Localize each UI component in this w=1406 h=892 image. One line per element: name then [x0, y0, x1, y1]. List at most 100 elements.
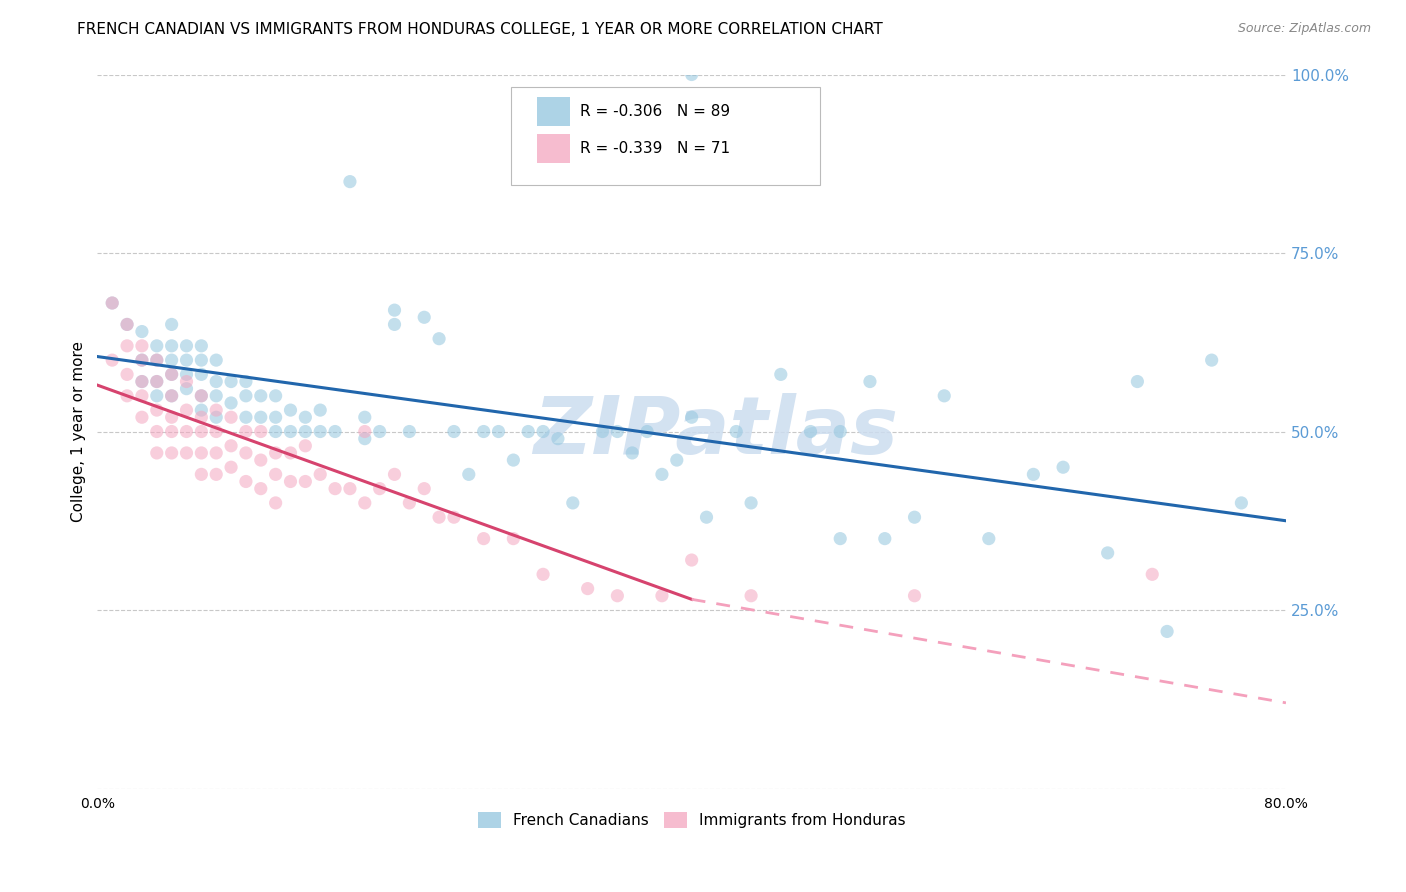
- Point: [769, 368, 792, 382]
- Point: [1052, 460, 1074, 475]
- Point: [651, 589, 673, 603]
- Point: [160, 368, 183, 382]
- Point: [264, 467, 287, 482]
- Point: [115, 318, 138, 332]
- Point: [1142, 567, 1164, 582]
- Point: [576, 582, 599, 596]
- Point: [190, 403, 212, 417]
- Point: [235, 410, 257, 425]
- Point: [131, 375, 153, 389]
- Point: [294, 425, 316, 439]
- Point: [176, 339, 198, 353]
- Point: [606, 425, 628, 439]
- Point: [264, 425, 287, 439]
- Point: [249, 410, 271, 425]
- Point: [1201, 353, 1223, 368]
- Point: [353, 496, 375, 510]
- Point: [636, 425, 658, 439]
- Point: [413, 482, 436, 496]
- Point: [115, 318, 138, 332]
- Point: [1097, 546, 1119, 560]
- Point: [353, 425, 375, 439]
- Point: [606, 589, 628, 603]
- Point: [398, 496, 420, 510]
- Point: [131, 353, 153, 368]
- Point: [160, 318, 183, 332]
- Point: [531, 567, 554, 582]
- Point: [190, 389, 212, 403]
- Point: [176, 353, 198, 368]
- Point: [146, 353, 169, 368]
- Point: [413, 310, 436, 325]
- Point: [859, 375, 882, 389]
- Text: R = -0.339   N = 71: R = -0.339 N = 71: [579, 141, 730, 156]
- Point: [115, 368, 138, 382]
- Point: [219, 410, 242, 425]
- Point: [740, 496, 762, 510]
- Point: [309, 403, 332, 417]
- Point: [294, 439, 316, 453]
- Point: [264, 410, 287, 425]
- Point: [115, 339, 138, 353]
- Point: [903, 589, 925, 603]
- Point: [621, 446, 644, 460]
- Point: [353, 410, 375, 425]
- Point: [427, 332, 450, 346]
- Point: [131, 410, 153, 425]
- Point: [146, 339, 169, 353]
- Point: [205, 467, 228, 482]
- Point: [1230, 496, 1253, 510]
- Point: [934, 389, 956, 403]
- Point: [264, 496, 287, 510]
- Point: [280, 425, 302, 439]
- Point: [398, 425, 420, 439]
- Point: [249, 425, 271, 439]
- Point: [681, 410, 703, 425]
- Point: [146, 446, 169, 460]
- Point: [205, 389, 228, 403]
- Point: [740, 589, 762, 603]
- Point: [101, 296, 124, 310]
- Point: [368, 425, 391, 439]
- Point: [235, 475, 257, 489]
- Point: [323, 425, 346, 439]
- Point: [472, 425, 495, 439]
- Point: [235, 389, 257, 403]
- Point: [665, 453, 688, 467]
- FancyBboxPatch shape: [537, 135, 571, 163]
- Point: [309, 425, 332, 439]
- Point: [146, 403, 169, 417]
- Point: [146, 425, 169, 439]
- Point: [131, 389, 153, 403]
- Point: [517, 425, 540, 439]
- Point: [339, 175, 361, 189]
- Point: [190, 339, 212, 353]
- Point: [561, 496, 583, 510]
- Point: [353, 432, 375, 446]
- Point: [457, 467, 479, 482]
- FancyBboxPatch shape: [537, 97, 571, 126]
- Point: [249, 453, 271, 467]
- Point: [1022, 467, 1045, 482]
- Point: [160, 353, 183, 368]
- Point: [977, 532, 1000, 546]
- Point: [160, 389, 183, 403]
- Point: [205, 410, 228, 425]
- Point: [368, 482, 391, 496]
- Point: [1156, 624, 1178, 639]
- Point: [280, 446, 302, 460]
- Point: [488, 425, 510, 439]
- Point: [339, 482, 361, 496]
- FancyBboxPatch shape: [510, 87, 820, 186]
- Text: Source: ZipAtlas.com: Source: ZipAtlas.com: [1237, 22, 1371, 36]
- Point: [830, 425, 852, 439]
- Point: [235, 425, 257, 439]
- Point: [190, 389, 212, 403]
- Point: [205, 446, 228, 460]
- Point: [160, 368, 183, 382]
- Point: [176, 368, 198, 382]
- Point: [190, 446, 212, 460]
- Point: [427, 510, 450, 524]
- Point: [131, 353, 153, 368]
- Point: [205, 353, 228, 368]
